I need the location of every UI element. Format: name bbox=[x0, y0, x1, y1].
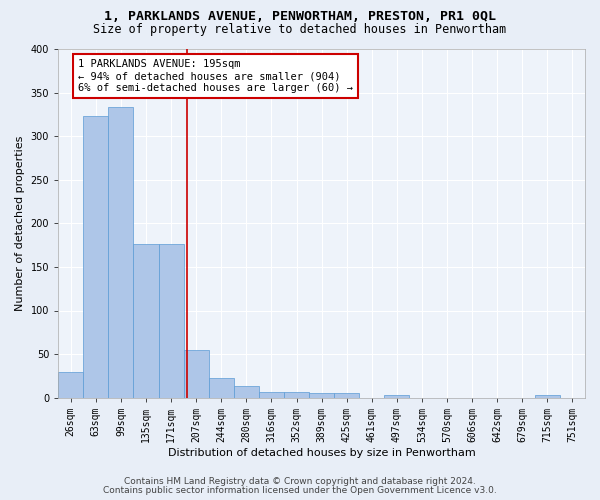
Text: Size of property relative to detached houses in Penwortham: Size of property relative to detached ho… bbox=[94, 22, 506, 36]
Bar bbox=[83, 116, 109, 398]
Bar bbox=[284, 392, 309, 398]
Bar bbox=[133, 244, 158, 398]
Bar bbox=[58, 372, 83, 398]
Bar bbox=[209, 378, 234, 398]
X-axis label: Distribution of detached houses by size in Penwortham: Distribution of detached houses by size … bbox=[168, 448, 475, 458]
Bar bbox=[334, 394, 359, 398]
Bar bbox=[385, 395, 409, 398]
Bar bbox=[158, 244, 184, 398]
Bar bbox=[184, 350, 209, 398]
Bar bbox=[535, 395, 560, 398]
Text: Contains HM Land Registry data © Crown copyright and database right 2024.: Contains HM Land Registry data © Crown c… bbox=[124, 477, 476, 486]
Bar bbox=[259, 392, 284, 398]
Bar bbox=[309, 394, 334, 398]
Bar bbox=[234, 386, 259, 398]
Text: 1, PARKLANDS AVENUE, PENWORTHAM, PRESTON, PR1 0QL: 1, PARKLANDS AVENUE, PENWORTHAM, PRESTON… bbox=[104, 10, 496, 23]
Text: 1 PARKLANDS AVENUE: 195sqm
← 94% of detached houses are smaller (904)
6% of semi: 1 PARKLANDS AVENUE: 195sqm ← 94% of deta… bbox=[78, 60, 353, 92]
Text: Contains public sector information licensed under the Open Government Licence v3: Contains public sector information licen… bbox=[103, 486, 497, 495]
Bar bbox=[109, 106, 133, 398]
Y-axis label: Number of detached properties: Number of detached properties bbox=[15, 136, 25, 311]
